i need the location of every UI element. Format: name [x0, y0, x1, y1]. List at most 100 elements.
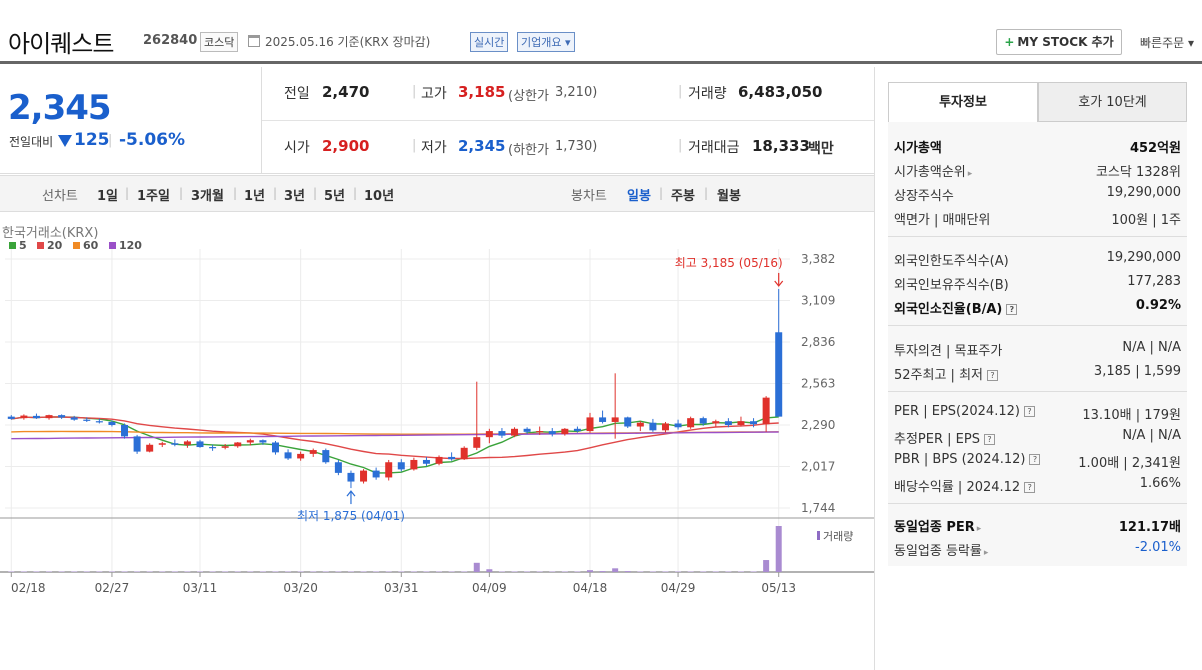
- volume-bar: [486, 569, 493, 572]
- candle-body: [95, 421, 103, 423]
- row-per: PER | EPS(2024.12)? 13.10배 | 179원: [894, 404, 1181, 423]
- candle-body: [511, 428, 519, 436]
- candle-body: [32, 415, 40, 419]
- y-tick-label: 2,836: [801, 335, 835, 349]
- row-sector-per[interactable]: 동일업종 PER ▸ 121.17배: [894, 520, 1181, 535]
- candle-body: [183, 441, 191, 445]
- candle-body: [561, 428, 569, 435]
- x-tick-label: 04/29: [661, 581, 696, 595]
- candle-body: [309, 450, 317, 454]
- row-sector-change[interactable]: 동일업종 등락률 ▸ -2.01%: [894, 540, 1181, 559]
- divider: |: [659, 186, 664, 200]
- period-5y[interactable]: 5년: [324, 189, 346, 204]
- chevron-right-icon: ▸: [967, 169, 973, 179]
- candle-body: [687, 418, 695, 428]
- y-tick-label: 3,109: [801, 294, 835, 308]
- period-3y[interactable]: 3년: [284, 189, 306, 204]
- volume-value: 6,483,050: [738, 83, 823, 101]
- lower-limit-label: (하한가: [508, 143, 549, 158]
- period-1y[interactable]: 1년: [244, 189, 266, 204]
- price-chart[interactable]: 한국거래소(KRX) 5 20 60 120 3,382 3,109 2,836 2,563…: [0, 213, 874, 613]
- candle-body: [712, 421, 720, 424]
- period-1w[interactable]: 1주일: [137, 189, 170, 204]
- candle-body: [523, 428, 531, 432]
- candle-body: [737, 421, 745, 425]
- period-3m[interactable]: 3개월: [191, 189, 224, 204]
- company-overview-dropdown[interactable]: 기업개요 ▾: [517, 32, 575, 52]
- date-basis: 2025.05.16 기준(KRX 장마감): [265, 35, 431, 49]
- candle-body: [599, 417, 607, 422]
- realtime-button[interactable]: 실시간: [470, 32, 509, 52]
- invest-info-box: [888, 122, 1187, 566]
- candle-body: [649, 422, 657, 431]
- candle-body: [196, 441, 204, 448]
- divider: |: [412, 84, 417, 99]
- divider: |: [353, 186, 358, 200]
- row-cap-rank[interactable]: 시가총액순위 ▸ 코스닥 1328위: [894, 165, 1181, 180]
- divider: |: [125, 186, 130, 200]
- upper-limit-label: (상한가: [508, 89, 549, 104]
- candle-chart-label: 봉차트: [571, 189, 607, 204]
- high-label: 고가: [421, 86, 447, 102]
- open-label: 시가: [284, 140, 310, 156]
- prev-close-label: 전일: [284, 86, 310, 102]
- ma-legend-swatch: [73, 242, 80, 249]
- chevron-down-icon: ▾: [1184, 36, 1195, 50]
- period-bar: [0, 175, 874, 212]
- candle-body: [410, 459, 418, 470]
- period-1d[interactable]: 1일: [97, 189, 119, 204]
- volume-label: 거래량: [688, 86, 727, 102]
- candle-daily[interactable]: 일봉: [627, 189, 651, 204]
- period-10y[interactable]: 10년: [364, 189, 395, 204]
- help-icon: ?: [983, 434, 995, 445]
- change-value: 125: [74, 130, 110, 150]
- row-dividend: 배당수익률 | 2024.12? 1.66%: [894, 476, 1181, 495]
- help-icon: ?: [1024, 482, 1036, 493]
- tab-order-book[interactable]: 호가 10단계: [1038, 82, 1187, 122]
- candle-body: [485, 431, 493, 438]
- tab-invest-info[interactable]: 투자정보: [888, 82, 1038, 122]
- candle-body: [45, 415, 53, 419]
- x-tick-label: 03/20: [283, 581, 318, 595]
- ma-legend-swatch: [37, 242, 44, 249]
- candle-body: [20, 415, 28, 419]
- my-stock-add-button[interactable]: + MY STOCK 추가: [996, 29, 1122, 55]
- candle-body: [775, 332, 783, 417]
- x-tick-label: 03/31: [384, 581, 419, 595]
- x-tick-label: 02/18: [11, 581, 46, 595]
- volume-bars: 거래량: [8, 526, 853, 572]
- low-label: 저가: [421, 140, 447, 156]
- candle-body: [536, 431, 544, 433]
- divider: |: [273, 186, 278, 200]
- candle-monthly[interactable]: 월봉: [717, 189, 741, 204]
- candles: [7, 288, 783, 489]
- chevron-down-icon: ▾: [561, 36, 571, 49]
- candle-body: [498, 431, 506, 436]
- candle-body: [284, 452, 292, 459]
- candle-body: [83, 419, 91, 421]
- x-tick-label: 04/09: [472, 581, 507, 595]
- chevron-right-icon: ▸: [983, 548, 989, 558]
- change-label: 전일대비: [9, 135, 54, 149]
- down-arrow-icon: [58, 135, 72, 147]
- volume-bar: [763, 560, 770, 572]
- candle-body: [724, 421, 732, 425]
- volume-legend-swatch: [817, 531, 820, 540]
- ma-line: [11, 416, 779, 460]
- volume-bar: [473, 562, 480, 572]
- amount-value: 18,333: [752, 137, 810, 155]
- candle-body: [171, 443, 179, 445]
- prev-close-value: 2,470: [322, 83, 370, 101]
- quick-order-dropdown[interactable]: 빠른주문 ▾: [1140, 34, 1194, 51]
- min-annotation: 최저 1,875 (04/01): [297, 509, 405, 523]
- divider: [888, 503, 1187, 504]
- overview-label: 기업개요: [521, 36, 562, 49]
- chart-source-label: 한국거래소(KRX): [2, 226, 98, 241]
- candle-weekly[interactable]: 주봉: [671, 189, 695, 204]
- candle-body: [460, 447, 468, 460]
- candle-body: [699, 418, 707, 424]
- my-stock-label: MY STOCK 추가: [1017, 35, 1114, 49]
- volume-bar: [624, 571, 631, 572]
- candle-body: [146, 444, 154, 452]
- candle-body: [636, 422, 644, 427]
